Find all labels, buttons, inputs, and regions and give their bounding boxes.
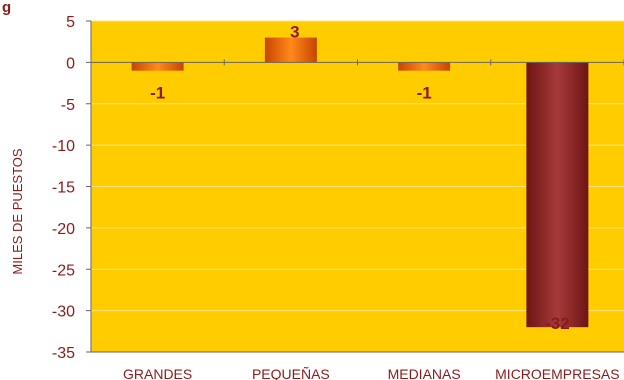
- y-tick-label: -5: [61, 97, 75, 114]
- y-tick-label: -30: [52, 304, 75, 321]
- data-label: -1: [150, 83, 165, 102]
- y-axis-title: MILES DE PUESTOS: [10, 148, 25, 275]
- bar-pequeñas: [264, 37, 317, 63]
- x-axis-category-labels: GRANDES PEQUEÑAS MEDIANAS MICROEMPRESAS: [123, 366, 620, 380]
- y-tick-label: -15: [52, 180, 75, 197]
- y-axis-tick-labels: 5 0 -5 -10 -15 -20 -25 -30 -35: [52, 14, 91, 362]
- bar-medianas: [398, 62, 451, 71]
- data-labels: -1 3 -1 -32: [150, 23, 570, 334]
- data-label: -32: [545, 314, 570, 333]
- y-tick-label: 0: [66, 55, 75, 72]
- bar-grandes: [131, 62, 184, 71]
- data-label: -1: [417, 83, 432, 102]
- bars: [131, 37, 589, 328]
- y-tick-label: 5: [66, 14, 75, 31]
- chart-title-fragment: g: [2, 0, 11, 16]
- x-tick-label: MICROEMPRESAS: [495, 366, 619, 380]
- data-label: 3: [290, 23, 299, 42]
- x-tick-label: PEQUEÑAS: [252, 366, 330, 380]
- y-tick-label: -25: [52, 262, 75, 279]
- x-tick-label: GRANDES: [123, 366, 192, 380]
- axes: [90, 21, 624, 353]
- y-tick-label: -35: [52, 345, 75, 362]
- bar-microempresas: [526, 62, 589, 328]
- y-tick-label: -10: [52, 138, 75, 155]
- y-tick-label: -20: [52, 221, 75, 238]
- x-tick-label: MEDIANAS: [388, 366, 461, 380]
